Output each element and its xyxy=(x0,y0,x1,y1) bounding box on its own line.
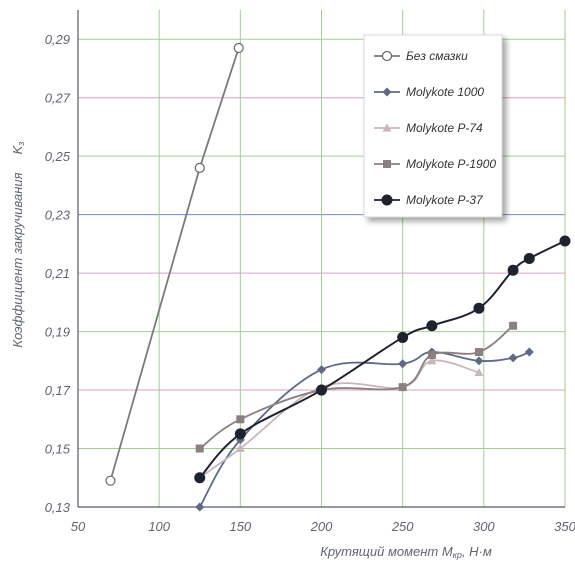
data-point-2 xyxy=(474,368,484,377)
legend-label: Без смазки xyxy=(406,49,468,63)
data-point-3 xyxy=(474,348,483,357)
x-axis-title: Крутящий момент Mкр, Н·м xyxy=(320,544,492,560)
x-tick-labels: 50 100 150 200 250 300 350 xyxy=(71,519,575,534)
data-point-1 xyxy=(317,365,326,375)
x-tick-label: 150 xyxy=(229,519,251,534)
y-tick-label: 0,29 xyxy=(45,32,70,47)
y-axis-title: Коэффициент закручивания xyxy=(10,172,25,347)
x-tick-label: 200 xyxy=(310,519,333,534)
data-point-4 xyxy=(473,302,485,314)
data-point-0 xyxy=(194,162,205,173)
legend-items: Без смазки Molykote 1000 Molykote P-74 Moly… xyxy=(374,49,496,207)
legend-swatch-marker xyxy=(383,160,391,168)
data-point-4 xyxy=(559,235,571,247)
data-point-3 xyxy=(427,350,436,359)
data-point-1 xyxy=(524,347,534,357)
legend-swatch-marker xyxy=(382,123,392,132)
y-axis-symbol-text: Kз xyxy=(10,142,26,155)
data-point-4 xyxy=(316,384,327,396)
y-tick-label: 0,21 xyxy=(45,266,70,281)
y-tick-label: 0,23 xyxy=(45,208,71,223)
data-point-4 xyxy=(523,253,535,264)
data-point-4 xyxy=(426,320,438,332)
axes xyxy=(77,10,565,508)
x-axis-title-subscript: кр xyxy=(453,550,462,560)
x-tick-label: 50 xyxy=(71,519,86,534)
data-point-1 xyxy=(195,502,205,512)
y-axis-title-line1: Коэффициент закручивания xyxy=(10,172,25,347)
legend-swatch-marker xyxy=(381,194,393,206)
x-axis-title-unit: , Н·м xyxy=(462,544,492,559)
data-point-3 xyxy=(195,444,204,453)
y-tick-label: 0,15 xyxy=(45,442,71,457)
data-point-0 xyxy=(233,42,244,54)
data-point-4 xyxy=(397,331,409,343)
y-tick-label: 0,27 xyxy=(45,91,71,106)
x-tick-label: 300 xyxy=(473,519,495,534)
data-point-4 xyxy=(234,428,246,440)
x-tick-label: 250 xyxy=(391,519,414,534)
data-point-2 xyxy=(235,444,245,453)
x-tick-label: 350 xyxy=(554,519,575,534)
y-tick-label: 0,19 xyxy=(45,325,70,340)
data-point-1 xyxy=(474,356,484,366)
legend-label: Molykote P-37 xyxy=(406,193,484,207)
series-markers xyxy=(105,42,571,512)
data-point-4 xyxy=(507,264,519,276)
y-axis-symbol: Kз xyxy=(10,142,26,155)
y-tick-labels: 0,13 0,15 0,17 0,19 0,21 0,23 0,25 0,27 0,29 xyxy=(45,32,71,515)
data-point-1 xyxy=(508,353,518,363)
series-line-0 xyxy=(109,47,240,481)
legend-swatch-marker xyxy=(382,87,392,97)
data-point-3 xyxy=(509,321,518,330)
y-axis-symbol-subscript: з xyxy=(16,142,26,147)
data-point-0 xyxy=(105,475,116,486)
x-tick-label: 100 xyxy=(148,519,170,534)
legend: Без смазки Molykote 1000 Molykote P-74 Moly… xyxy=(363,34,503,218)
data-point-3 xyxy=(398,383,407,392)
grid xyxy=(77,10,566,508)
data-point-4 xyxy=(194,472,206,484)
y-tick-label: 0,25 xyxy=(45,149,71,164)
legend-label: Molykote P-74 xyxy=(406,121,483,135)
legend-label: Molykote P-1900 xyxy=(406,157,496,171)
y-axis-symbol-main: K xyxy=(10,144,25,154)
y-tick-label: 0,17 xyxy=(45,383,71,398)
data-point-3 xyxy=(236,415,245,424)
legend-swatch-marker xyxy=(381,50,393,62)
data-point-2 xyxy=(427,356,437,365)
y-tick-label: 0,13 xyxy=(45,500,71,515)
data-point-1 xyxy=(398,359,408,369)
x-axis-title-main: Крутящий момент M xyxy=(320,544,453,559)
legend-label: Molykote 1000 xyxy=(406,85,484,99)
